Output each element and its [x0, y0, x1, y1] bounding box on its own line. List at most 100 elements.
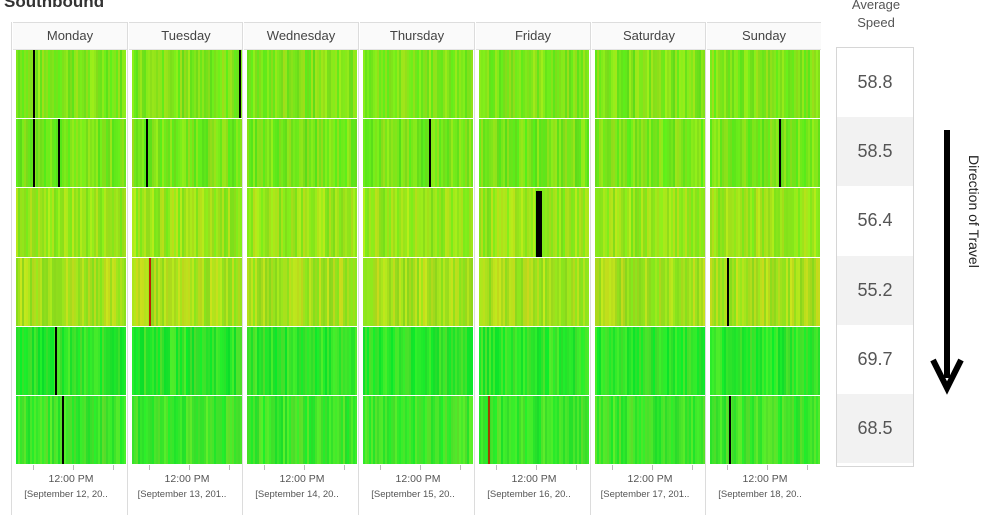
heatmap-strip	[537, 119, 539, 187]
heatmap-strip	[623, 396, 625, 464]
heatmap-strip	[30, 119, 32, 187]
heatmap-strip	[90, 396, 92, 464]
heatmap-strip	[782, 50, 784, 118]
heatmap-strip	[102, 188, 104, 257]
heatmap-strip	[553, 327, 555, 395]
heatmap-strip	[661, 258, 663, 326]
heatmap-strip	[351, 327, 353, 395]
heatmap-strip	[523, 327, 525, 395]
heatmap-strip	[138, 50, 140, 118]
heatmap-strip	[758, 327, 760, 395]
heatmap-strip	[786, 327, 788, 395]
heatmap-strip	[639, 50, 641, 118]
heatmap-strip	[92, 396, 94, 464]
heatmap-strip	[180, 327, 182, 395]
heatmap-strip	[509, 188, 511, 257]
heatmap-strip	[425, 396, 427, 464]
heatmap-strip	[265, 396, 267, 464]
heatmap-strip	[720, 327, 722, 395]
heatmap-strip	[695, 258, 697, 326]
heatmap-strip	[609, 119, 611, 187]
missing-data-mark	[239, 50, 241, 118]
heatmap-strip	[423, 327, 425, 395]
heatmap-strip	[754, 396, 756, 464]
heatmap-strip	[722, 258, 724, 326]
heatmap-strip	[742, 188, 744, 257]
heatmap-strip	[818, 396, 820, 464]
heatmap-strip	[563, 327, 565, 395]
heatmap-strip	[301, 258, 303, 326]
heatmap-strip	[525, 327, 527, 395]
heatmap-strip	[661, 119, 663, 187]
heatmap-strip	[387, 188, 389, 257]
heatmap-strip	[527, 327, 529, 395]
heatmap-strip	[810, 50, 812, 118]
heatmap-strip	[623, 119, 625, 187]
heatmap-strip	[265, 119, 267, 187]
heatmap-strip	[455, 258, 457, 326]
heatmap-strip	[319, 258, 321, 326]
direction-arrow-icon	[930, 130, 964, 395]
heatmap-strip	[794, 258, 796, 326]
heatmap-strip	[38, 396, 40, 464]
heatmap-strip	[80, 258, 82, 326]
heatmap-strip	[106, 396, 108, 464]
heatmap-strip	[347, 258, 349, 326]
heatmap-strip	[271, 188, 273, 257]
heatmap-strip	[405, 188, 407, 257]
heatmap-strip	[36, 258, 38, 326]
heatmap-strip	[351, 119, 353, 187]
heatmap-strip	[758, 50, 760, 118]
x-tick-mark	[727, 465, 728, 470]
heatmap-strip	[603, 396, 605, 464]
heatmap-strip	[50, 50, 52, 118]
heatmap-strip	[445, 50, 447, 118]
heatmap-strip	[555, 258, 557, 326]
heatmap-strip	[675, 396, 677, 464]
heatmap-svg	[479, 50, 589, 464]
heatmap-strip	[28, 327, 30, 395]
heatmap-strip	[569, 188, 571, 257]
heatmap-strip	[271, 327, 273, 395]
heatmap-strip	[106, 258, 108, 326]
heatmap-strip	[814, 327, 816, 395]
heatmap-strip	[72, 327, 74, 395]
heatmap-strip	[675, 258, 677, 326]
heatmap-strip	[471, 396, 473, 464]
heatmap-strip	[259, 188, 261, 257]
heatmap-strip	[289, 50, 291, 118]
heatmap-strip	[154, 396, 156, 464]
heatmap-strip	[449, 188, 451, 257]
heatmap-strip	[66, 396, 68, 464]
heatmap-strip	[333, 258, 335, 326]
heatmap-strip	[798, 188, 800, 257]
heatmap-strip	[273, 188, 275, 257]
heatmap-strip	[251, 188, 253, 257]
heatmap-strip	[208, 396, 210, 464]
heatmap-strip	[271, 50, 273, 118]
heatmap-strip	[269, 119, 271, 187]
heatmap-strip	[780, 396, 782, 464]
heatmap-strip	[507, 327, 509, 395]
heatmap-strip	[74, 188, 76, 257]
heatmap-strip	[549, 396, 551, 464]
heatmap-strip	[112, 119, 114, 187]
heatmap-strip	[291, 327, 293, 395]
heatmap-strip	[329, 50, 331, 118]
heatmap-strip	[234, 396, 236, 464]
heatmap-strip	[615, 119, 617, 187]
heatmap-strip	[595, 327, 597, 395]
heatmap-strip	[657, 119, 659, 187]
heatmap-strip	[68, 119, 70, 187]
heatmap-strip	[212, 50, 214, 118]
heatmap-strip	[417, 327, 419, 395]
heatmap-strip	[665, 50, 667, 118]
heatmap-strip	[269, 258, 271, 326]
heatmap-strip	[693, 188, 695, 257]
heatmap-strip	[703, 327, 705, 395]
heatmap-strip	[447, 188, 449, 257]
heatmap-strip	[481, 327, 483, 395]
heatmap-strip	[613, 258, 615, 326]
heatmap-strip	[457, 327, 459, 395]
heatmap-strip	[547, 188, 549, 257]
